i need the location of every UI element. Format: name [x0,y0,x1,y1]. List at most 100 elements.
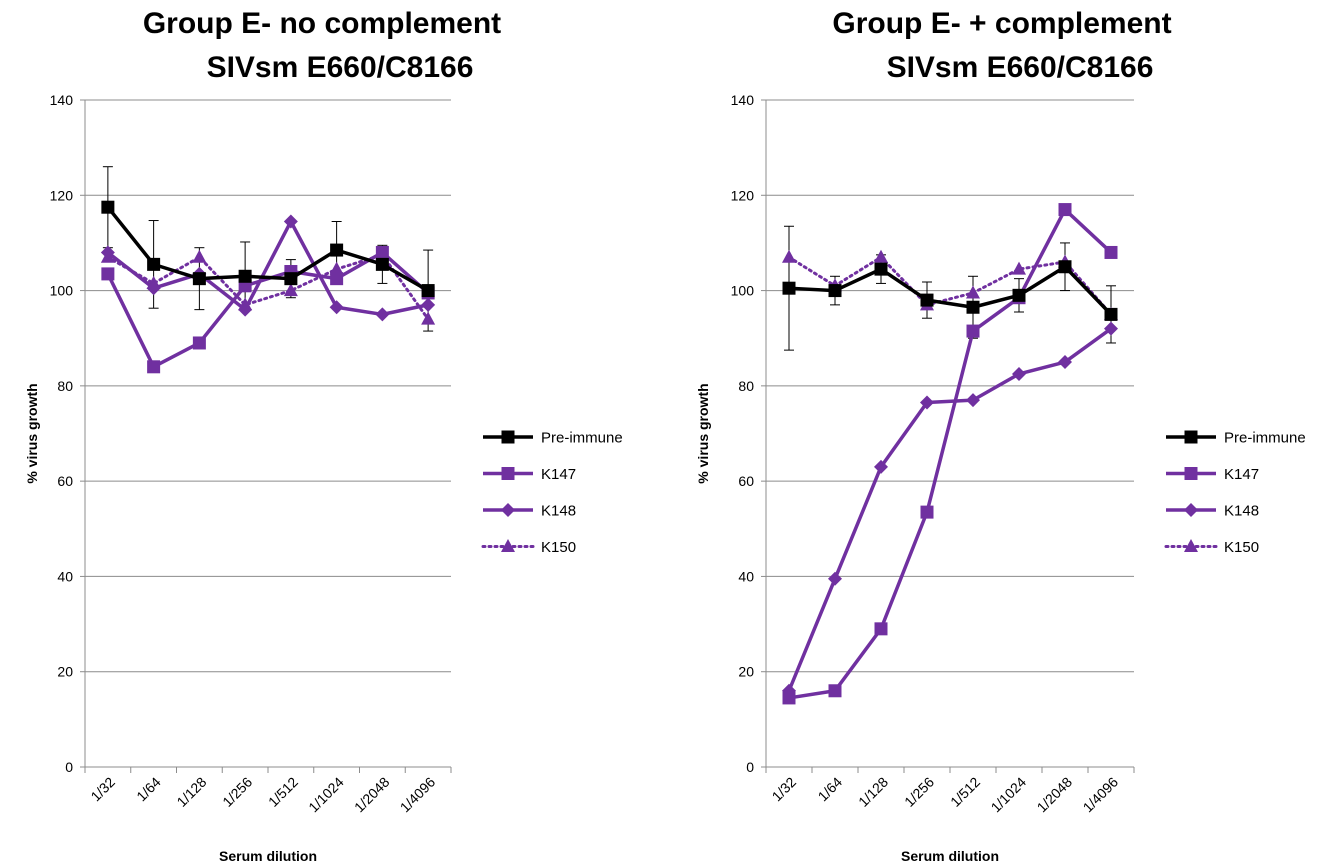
data-point [920,293,934,307]
data-point [375,307,390,322]
data-point [828,284,842,298]
data-point [100,245,115,260]
data-point [920,505,934,519]
data-point [920,395,934,410]
x-tick-label: 1/256 [219,774,255,810]
chart-subtitle: SIVsm E660/C8166 [887,51,1154,84]
data-point [192,249,207,263]
data-point [284,272,298,286]
data-point [421,297,436,312]
data-point [782,691,796,705]
legend-marker [501,430,515,444]
data-point [1104,321,1118,336]
x-tick-label: 1/512 [947,774,983,810]
y-axis-title: % virus growth [695,383,711,483]
data-point [874,622,888,636]
y-tick-label: 80 [738,378,754,394]
chart-subtitle: SIVsm E660/C8166 [207,51,474,84]
data-point [782,249,796,263]
data-point [421,284,435,298]
data-point [1058,260,1072,274]
series-k148 [782,321,1118,698]
series-k147 [782,203,1118,705]
data-point [283,283,298,297]
x-tick-label: 1/32 [769,774,800,805]
series-line [787,327,1113,692]
x-tick-label: 1/1024 [305,774,347,816]
data-point [330,243,344,257]
data-point [238,302,253,317]
data-point [1058,355,1072,370]
x-axis-title: Serum dilution [901,848,999,864]
data-point [375,245,389,259]
y-tick-label: 140 [50,92,74,108]
legend-marker [1184,430,1198,444]
legend-label: K150 [541,539,576,556]
data-point [101,200,115,214]
legend-marker [1184,467,1198,480]
legend-item: K147 [483,466,576,483]
legend-marker [1184,503,1198,517]
legend-item: K147 [1166,466,1259,483]
data-point [330,272,344,286]
legend-label: K147 [1224,466,1259,483]
y-axis-title: % virus growth [24,383,40,483]
legend-marker [1184,539,1198,552]
legend: Pre-immune K147 K148 K150 [1164,430,1306,556]
y-tick-label: 100 [731,283,755,299]
legend-item: K150 [1164,539,1259,556]
x-tick-label: 1/1024 [988,774,1030,816]
data-point [874,262,888,276]
data-point [1104,307,1118,321]
legend-label: K148 [1224,503,1259,520]
y-tick-label: 120 [731,187,755,203]
data-point [966,300,980,314]
y-tick-label: 0 [746,759,754,775]
x-tick-label: 1/4096 [397,774,439,816]
chart-title: Group E- + complement [832,7,1171,40]
chart-1: Group E- no complement SIVsm E660/C8166 0 2… [24,7,623,864]
data-point [421,311,436,325]
legend-marker [501,503,515,517]
x-tick-label: 1/32 [87,774,118,805]
y-tick-label: 100 [50,283,74,299]
data-point [329,300,344,315]
data-point [192,272,206,286]
y-tick-label: 120 [50,187,74,203]
data-point [1012,366,1026,381]
y-tick-label: 80 [57,378,73,394]
legend-label: K148 [541,503,576,520]
series-line [787,255,1113,316]
data-point [966,285,980,299]
y-tick-label: 20 [738,664,754,680]
data-point [329,261,344,275]
data-point [1058,203,1072,217]
data-point [1104,245,1118,259]
y-tick-label: 140 [731,92,755,108]
legend-marker [501,539,515,552]
chart-2: Group E- + complement SIVsm E660/C8166 0 20… [695,7,1306,864]
series-line [106,253,430,321]
y-tick-label: 40 [57,568,73,584]
series-line [106,219,429,317]
series-line [106,206,429,293]
legend-label: Pre-immune [541,430,623,447]
data-point [101,267,115,281]
data-point [147,360,161,374]
data-point [238,269,252,283]
x-tick-label: 1/64 [133,774,164,805]
y-tick-label: 0 [65,759,73,775]
x-tick-label: 1/256 [901,774,937,810]
x-tick-label: 1/64 [815,774,846,805]
legend-label: K147 [541,466,576,483]
legend-item: K148 [483,503,576,520]
data-point [283,214,298,229]
legend-label: K150 [1224,539,1259,556]
legend-marker [501,467,515,480]
x-tick-label: 1/2048 [1034,774,1076,816]
data-point [874,459,888,474]
y-tick-label: 60 [57,473,73,489]
data-point [1012,288,1026,302]
y-tick-label: 60 [738,473,754,489]
